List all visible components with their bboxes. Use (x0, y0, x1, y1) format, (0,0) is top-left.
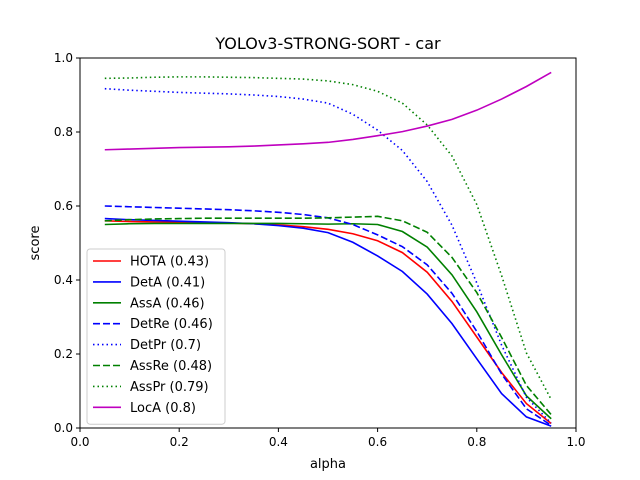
chart-title: YOLOv3-STRONG-SORT - car (214, 34, 441, 53)
y-tick-label: 0.8 (54, 125, 73, 139)
legend-label: HOTA (0.43) (130, 255, 209, 270)
x-tick-label: 0.6 (368, 435, 387, 449)
legend-label: AssPr (0.79) (130, 380, 209, 395)
plot-frame (79, 57, 577, 429)
x-tick-label: 1.0 (566, 435, 585, 449)
series-line-hota (104, 220, 552, 425)
legend-label: AssA (0.46) (130, 296, 205, 311)
legend-frame (86, 248, 226, 425)
series-line-assre (104, 215, 552, 416)
series-line-deta (104, 217, 552, 427)
x-axis: 0.0 0.2 0.4 0.6 0.8 1.0 (70, 428, 586, 449)
legend-label: LocA (0.8) (130, 401, 196, 416)
series-line-assa (104, 222, 552, 420)
series-layer (104, 71, 552, 427)
legend-label: DetRe (0.46) (130, 317, 213, 332)
y-tick-label: 1.0 (54, 51, 73, 65)
series-line-asspr (104, 76, 552, 400)
x-tick-label: 0.0 (70, 435, 89, 449)
y-tick-label: 0.4 (54, 273, 73, 287)
legend: HOTA (0.43) DetA (0.41) AssA (0.46) DetRe (… (86, 248, 226, 425)
x-tick-label: 0.8 (467, 435, 486, 449)
series-line-loca (104, 71, 552, 151)
legend-label: AssRe (0.48) (130, 359, 212, 374)
y-tick-label: 0.6 (54, 199, 73, 213)
legend-label: DetA (0.41) (130, 275, 205, 290)
y-axis-label: score (28, 226, 43, 261)
x-tick-label: 0.2 (170, 435, 189, 449)
x-tick-label: 0.4 (269, 435, 288, 449)
y-axis: 0.0 0.2 0.4 0.6 0.8 1.0 (54, 51, 80, 435)
x-axis-label: alpha (310, 457, 346, 472)
y-tick-label: 0.0 (54, 421, 73, 435)
legend-label: DetPr (0.7) (130, 338, 201, 353)
y-tick-label: 0.2 (54, 347, 73, 361)
